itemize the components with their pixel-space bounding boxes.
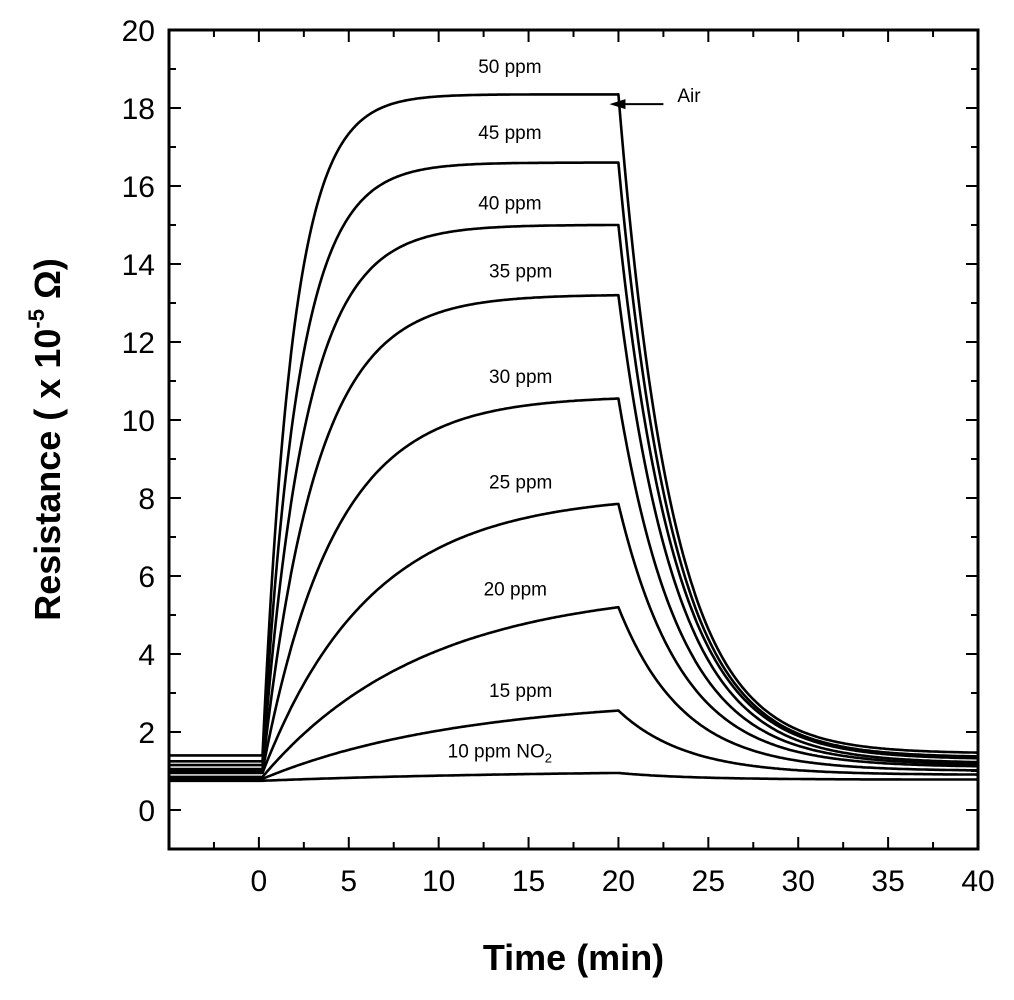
series-labels: 10 ppm NO2 15 ppm 20 ppm 25 ppm 30 ppm 35 ppm…: [448, 57, 553, 765]
x-tick-label: 20: [602, 865, 635, 898]
y-tick-label: 4: [138, 639, 155, 672]
x-axis-title: Time (min): [483, 937, 664, 978]
y-tick-label: 20: [122, 15, 155, 48]
series-label: 25 ppm: [489, 472, 552, 493]
y-axis-title-exponent: -5: [24, 309, 49, 329]
y-tick-label: 18: [122, 93, 155, 126]
series-label: 50 ppm: [478, 57, 541, 78]
x-tick-label: 25: [692, 865, 725, 898]
y-tick-label: 6: [138, 561, 155, 594]
y-axis-title: Resistance ( x 10-5 Ω): [24, 258, 68, 621]
x-tick-label: 35: [871, 865, 904, 898]
series-label: 30 ppm: [489, 367, 552, 388]
series-line: [169, 93, 978, 757]
y-tick-label: 14: [122, 249, 155, 282]
air-arrow-head: [609, 99, 626, 110]
series-label: 10 ppm NO2: [448, 741, 552, 765]
series-label-subscript: 2: [545, 750, 552, 765]
x-tick-label: 15: [512, 865, 545, 898]
series-label: 20 ppm: [484, 580, 547, 601]
series-label: 40 ppm: [478, 193, 541, 214]
x-tick-label: 10: [422, 865, 455, 898]
series-line: [169, 502, 978, 775]
y-tick-label: 0: [138, 795, 155, 828]
series-line: [169, 605, 979, 779]
y-axis-title-prefix: Resistance ( x 10: [27, 329, 68, 621]
series-line: [169, 223, 979, 767]
y-axis-title-unit: Ω): [27, 258, 68, 309]
x-tick-label: 40: [961, 865, 994, 898]
y-tick-label: 2: [138, 717, 155, 750]
series-curves: [169, 93, 979, 783]
series-line: [169, 161, 978, 763]
y-tick-label: 16: [122, 171, 155, 204]
series-line: [169, 709, 978, 781]
series-line: [169, 771, 978, 783]
plot-frame: [167, 28, 980, 851]
x-tick-label: 0: [251, 865, 268, 898]
air-label: Air: [677, 86, 701, 107]
series-label: 45 ppm: [478, 123, 541, 144]
series-label: 15 ppm: [489, 681, 552, 702]
y-tick-label: 12: [122, 327, 155, 360]
x-tick-label: 30: [782, 865, 815, 898]
y-tick-label: 10: [122, 405, 155, 438]
series-line: [169, 397, 978, 773]
y-tick-label: 8: [138, 483, 155, 516]
series-line: [169, 293, 978, 771]
x-tick-label: 5: [340, 865, 357, 898]
svg-text:Resistance ( x 10-5 Ω): Resistance ( x 10-5 Ω): [24, 258, 68, 621]
air-annotation: Air: [609, 86, 701, 110]
tick-labels: 0 5 10 15 20 25 30 35 40 0 2 4 6 8 10 12 14 16 18 20: [122, 15, 995, 898]
series-label: 35 ppm: [489, 262, 552, 283]
